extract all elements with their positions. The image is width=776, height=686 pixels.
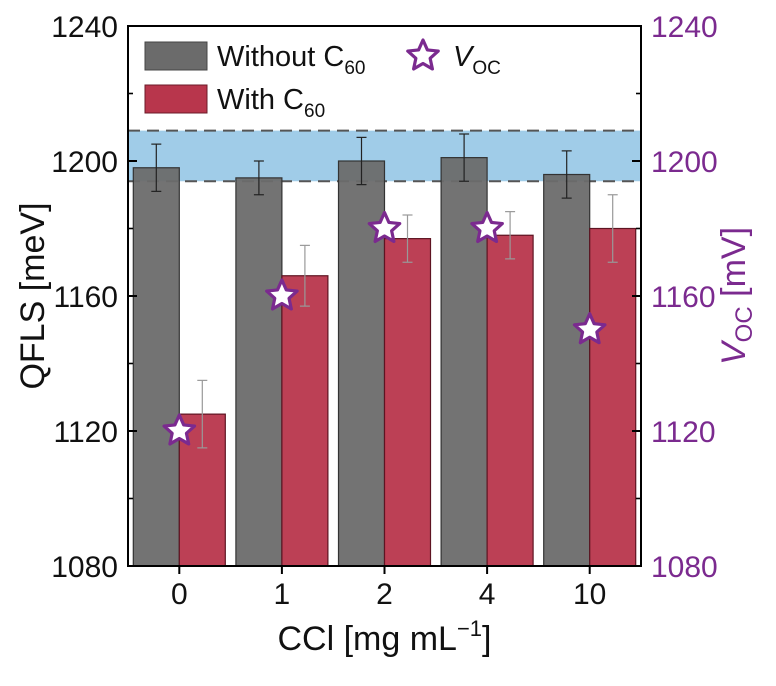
y2-tick-label-1160: 1160 <box>651 281 716 314</box>
legend-label-without-c60: Without C60 <box>217 41 365 79</box>
x-tick-label-1: 1 <box>274 578 291 611</box>
y-tick-label-1120: 1120 <box>53 416 118 449</box>
y2-axis-title-italic: V <box>715 339 753 365</box>
legend: Without C60 With C60 VOC <box>144 38 501 122</box>
y-tick-label-1200: 1200 <box>51 146 118 179</box>
y-tick-label-1080: 1080 <box>51 551 118 584</box>
y2-tick-label-1240: 1240 <box>651 11 718 44</box>
y-axis-title: QFLS [meV] <box>14 202 52 389</box>
bar-without-c60-1 <box>235 177 283 567</box>
legend-label-with-c60: With C60 <box>217 84 325 122</box>
bar-with-c60-2 <box>383 238 432 567</box>
legend-label-without-c60-main: Without C <box>217 41 344 73</box>
y-tick-label-1240: 1240 <box>51 11 118 44</box>
x-axis-title-main: CCl [mg mL <box>277 620 456 658</box>
bar-with-c60-1 <box>281 275 329 567</box>
x-tick-label-2: 2 <box>376 578 393 611</box>
x-axis-title-sup: −1 <box>457 616 482 641</box>
voc-star-1 <box>265 278 299 311</box>
bar-with-c60-4 <box>486 234 534 567</box>
x-axis-title-end: ] <box>482 620 491 658</box>
y2-tick-label-1200: 1200 <box>651 146 718 179</box>
legend-label-voc: VOC <box>453 41 501 79</box>
voc-star-2 <box>367 210 402 244</box>
bar-without-c60-10 <box>543 173 591 567</box>
y2-axis-title: VOC [mV] <box>715 227 758 365</box>
error-bars <box>151 133 618 449</box>
voc-star-4 <box>470 210 504 244</box>
y2-tick-label-1120: 1120 <box>651 416 716 449</box>
legend-label-with-c60-main: With C <box>217 84 304 116</box>
legend-label-voc-sub: OC <box>472 58 501 79</box>
bar-without-c60-0 <box>132 167 180 567</box>
voc-markers <box>162 210 607 446</box>
legend-swatch-with-c60 <box>144 84 208 114</box>
bar-with-c60-10 <box>589 227 637 567</box>
legend-star-shape <box>406 38 440 71</box>
legend-label-without-c60-sub: 60 <box>344 58 365 79</box>
x-tick-label-0: 0 <box>171 578 188 611</box>
legend-label-with-c60-sub: 60 <box>304 101 325 122</box>
legend-label-voc-italic: V <box>453 41 475 73</box>
voc-star-0 <box>162 413 197 446</box>
legend-star-icon <box>406 38 440 71</box>
y2-tick-label-1080: 1080 <box>651 551 718 584</box>
y-tick-label-1160: 1160 <box>53 281 118 314</box>
x-axis-title: CCl [mg mL−1] <box>277 616 491 658</box>
y2-axis-title-sub: OC <box>731 306 758 342</box>
axis-ticks: 1080112011601200124010801120116012001240… <box>51 11 718 611</box>
y2-axis-title-rest: [mV] <box>715 227 753 306</box>
voc-star-10 <box>572 312 607 345</box>
legend-swatch-without-c60 <box>144 41 208 71</box>
x-tick-label-10: 10 <box>573 578 606 611</box>
x-tick-label-4: 4 <box>479 578 496 611</box>
bar-without-c60-4 <box>440 157 488 567</box>
